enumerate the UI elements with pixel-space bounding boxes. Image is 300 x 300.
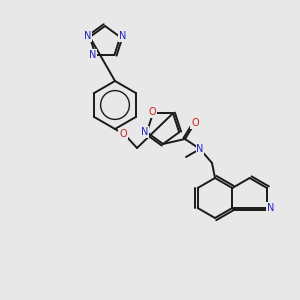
Text: O: O (119, 129, 127, 139)
Text: O: O (148, 107, 156, 117)
Text: N: N (141, 127, 148, 137)
Text: N: N (267, 203, 274, 213)
Text: N: N (84, 31, 92, 41)
Text: N: N (196, 144, 204, 154)
Text: O: O (191, 118, 199, 128)
Text: N: N (89, 50, 96, 60)
Text: N: N (118, 31, 126, 41)
